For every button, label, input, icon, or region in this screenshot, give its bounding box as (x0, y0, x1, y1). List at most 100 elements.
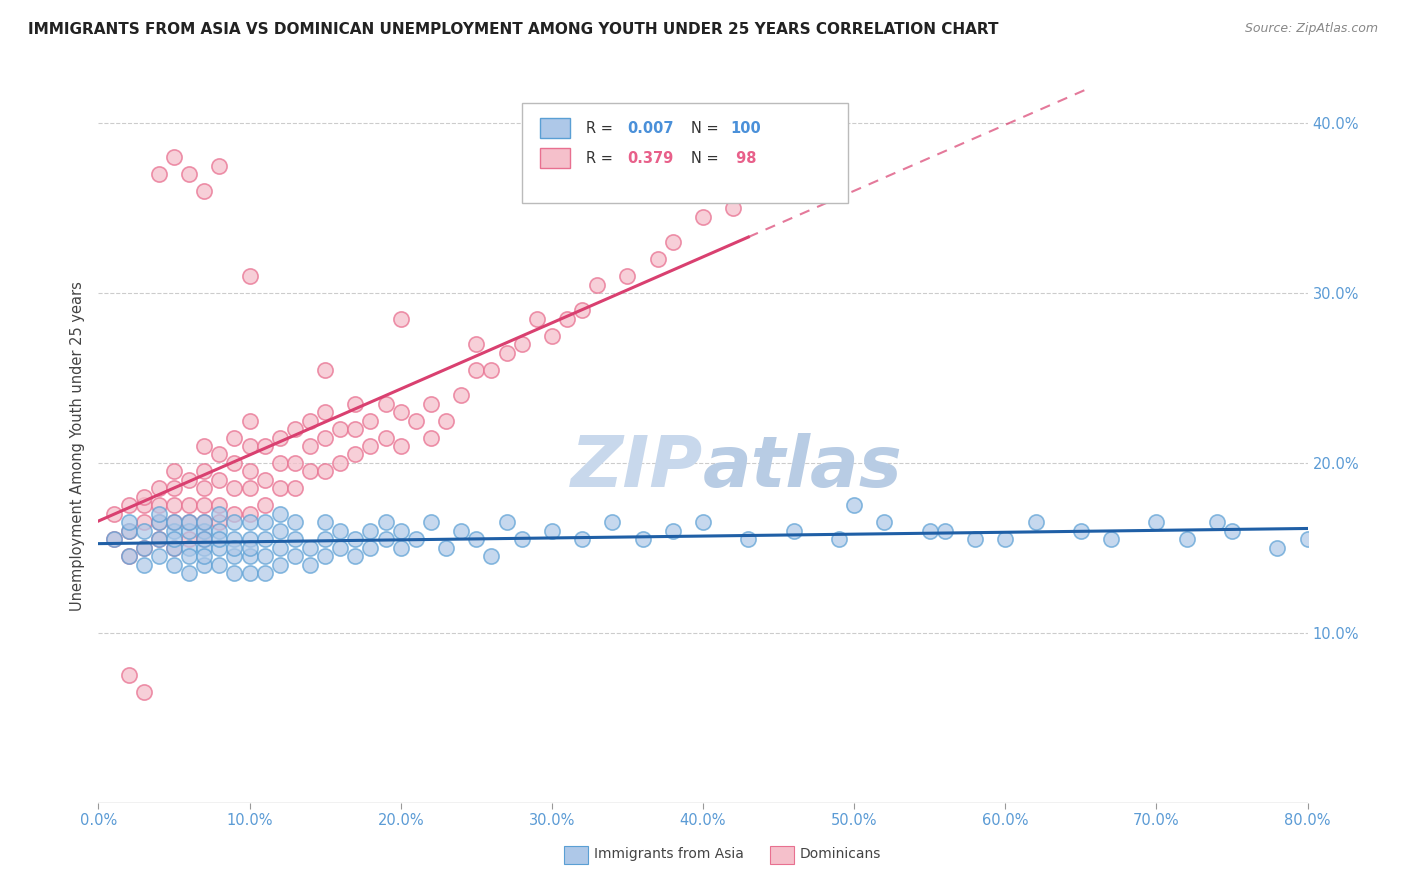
Point (132, 524, 155, 538)
Point (329, 541, 352, 555)
Point (118, 516, 141, 530)
Point (360, 413, 382, 427)
Point (148, 167, 170, 181)
Point (481, 362, 503, 376)
Point (420, 516, 443, 530)
Point (132, 490, 155, 504)
Point (132, 499, 155, 513)
Point (465, 533, 488, 547)
Point (163, 558, 186, 572)
Point (163, 150, 186, 164)
Point (526, 311, 548, 326)
Point (389, 524, 412, 538)
Point (239, 482, 262, 496)
Point (193, 516, 215, 530)
Point (405, 413, 427, 427)
Point (224, 482, 246, 496)
Point (994, 533, 1017, 547)
Point (193, 516, 215, 530)
Point (239, 507, 262, 521)
Point (434, 541, 457, 555)
Text: atlas: atlas (703, 433, 903, 502)
Point (179, 516, 201, 530)
Text: 0.007: 0.007 (627, 121, 673, 136)
Point (179, 524, 201, 538)
FancyBboxPatch shape (522, 103, 848, 203)
Point (163, 541, 186, 555)
Point (163, 524, 186, 538)
Point (314, 516, 336, 530)
Point (132, 558, 155, 572)
Point (602, 516, 624, 530)
Point (193, 533, 215, 547)
Point (179, 541, 201, 555)
Point (344, 396, 367, 410)
Point (193, 558, 215, 572)
Point (118, 499, 141, 513)
Y-axis label: Unemployment Among Youth under 25 years: Unemployment Among Youth under 25 years (69, 281, 84, 611)
Point (1070, 524, 1092, 538)
Point (132, 541, 155, 555)
Point (239, 533, 262, 547)
Point (208, 541, 231, 555)
Point (193, 465, 215, 479)
Point (389, 439, 412, 453)
Point (1144, 516, 1167, 530)
Point (103, 507, 125, 521)
Point (163, 482, 186, 496)
Point (314, 362, 336, 376)
Text: 0.379: 0.379 (627, 151, 673, 166)
Point (163, 533, 186, 547)
Point (299, 558, 322, 572)
Point (103, 533, 125, 547)
Text: R =: R = (586, 151, 617, 166)
Point (284, 533, 307, 547)
Point (389, 405, 412, 419)
Point (163, 541, 186, 555)
Point (510, 533, 533, 547)
Point (208, 499, 231, 513)
Point (269, 524, 291, 538)
Point (299, 541, 322, 555)
Text: N =: N = (690, 151, 723, 166)
Text: IMMIGRANTS FROM ASIA VS DOMINICAN UNEMPLOYMENT AMONG YOUTH UNDER 25 YEARS CORREL: IMMIGRANTS FROM ASIA VS DOMINICAN UNEMPL… (28, 22, 998, 37)
Point (661, 235, 683, 249)
Point (253, 566, 276, 581)
Point (329, 456, 352, 470)
Point (450, 388, 472, 402)
Point (918, 524, 941, 538)
Point (132, 516, 155, 530)
Point (495, 516, 517, 530)
Point (965, 533, 987, 547)
Point (118, 549, 141, 564)
Point (344, 448, 367, 462)
Point (239, 549, 262, 564)
Point (148, 482, 170, 496)
Point (314, 549, 336, 564)
Point (269, 558, 291, 572)
Point (269, 430, 291, 444)
Point (179, 499, 201, 513)
Point (420, 396, 443, 410)
Point (179, 549, 201, 564)
Point (193, 524, 215, 538)
Point (239, 465, 262, 479)
Point (481, 549, 503, 564)
Point (299, 439, 322, 453)
Point (692, 210, 714, 224)
Bar (769, 847, 794, 864)
Point (405, 533, 427, 547)
Point (737, 176, 759, 190)
Point (692, 516, 714, 530)
Point (148, 516, 170, 530)
Text: ZIP: ZIP (571, 433, 703, 502)
Point (224, 549, 246, 564)
Point (284, 516, 307, 530)
Text: Immigrants from Asia: Immigrants from Asia (595, 847, 744, 861)
Point (783, 524, 806, 538)
Point (148, 533, 170, 547)
Point (1175, 533, 1198, 547)
Point (179, 533, 201, 547)
Point (374, 430, 396, 444)
Point (163, 516, 186, 530)
